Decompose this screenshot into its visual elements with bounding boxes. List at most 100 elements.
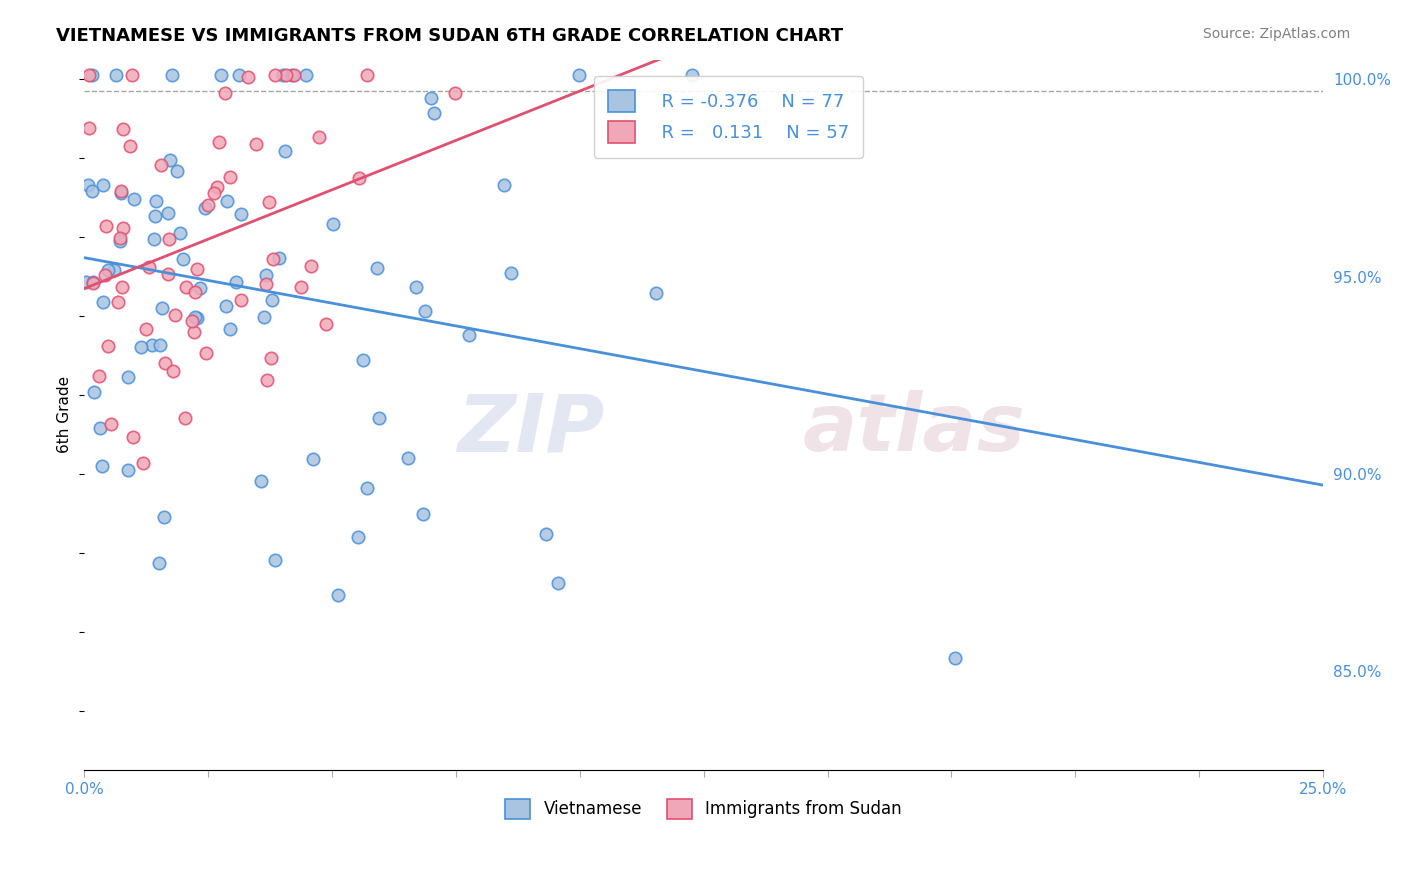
Point xyxy=(412,507,434,521)
Point xyxy=(156,267,179,281)
Point xyxy=(283,69,305,83)
Point xyxy=(186,262,208,277)
Point xyxy=(322,217,344,231)
Point xyxy=(163,308,186,322)
Point xyxy=(943,650,966,665)
Point xyxy=(256,373,278,387)
Point xyxy=(547,576,569,591)
Point xyxy=(143,209,166,223)
Point xyxy=(169,227,191,241)
Point xyxy=(77,120,100,135)
Point xyxy=(366,260,388,275)
Point xyxy=(75,275,97,289)
Point xyxy=(132,457,155,471)
Point xyxy=(443,86,465,100)
Point xyxy=(82,276,104,290)
Point xyxy=(124,192,146,206)
Point xyxy=(89,421,111,435)
Point xyxy=(181,314,204,328)
Point xyxy=(183,325,205,339)
Point xyxy=(80,184,103,198)
Point xyxy=(94,219,117,233)
Point xyxy=(269,251,291,265)
Point xyxy=(111,122,134,136)
Point xyxy=(290,280,312,294)
Point xyxy=(160,69,183,83)
Point xyxy=(218,170,240,185)
Point xyxy=(326,588,349,602)
Point xyxy=(315,317,337,331)
Point xyxy=(142,232,165,246)
Point xyxy=(347,530,370,544)
Point xyxy=(229,293,252,307)
Point xyxy=(254,277,277,291)
Point xyxy=(155,356,177,370)
Point xyxy=(157,206,180,220)
Point xyxy=(645,285,668,300)
Point xyxy=(205,180,228,194)
Point xyxy=(83,385,105,400)
Point xyxy=(260,293,283,307)
Point xyxy=(308,130,330,145)
Point xyxy=(494,178,516,192)
Point xyxy=(254,268,277,283)
Point xyxy=(145,194,167,208)
Point xyxy=(228,69,250,83)
Point xyxy=(135,322,157,336)
Point xyxy=(105,69,128,83)
Point xyxy=(245,137,267,152)
Point xyxy=(110,230,132,244)
Point xyxy=(91,458,114,473)
Point xyxy=(356,481,378,495)
Point xyxy=(174,410,197,425)
Point xyxy=(202,186,225,201)
Y-axis label: 6th Grade: 6th Grade xyxy=(58,376,72,453)
Point xyxy=(209,69,232,83)
Point xyxy=(458,328,481,343)
Legend: Vietnamese, Immigrants from Sudan: Vietnamese, Immigrants from Sudan xyxy=(499,792,908,826)
Point xyxy=(260,351,283,365)
Point xyxy=(274,69,297,83)
Point xyxy=(263,552,285,566)
Point xyxy=(215,299,238,313)
Point xyxy=(264,69,287,83)
Point xyxy=(112,220,135,235)
Text: ZIP: ZIP xyxy=(457,390,605,468)
Point xyxy=(250,474,273,488)
Point xyxy=(80,69,103,83)
Point xyxy=(423,106,446,120)
Point xyxy=(231,207,253,221)
Point xyxy=(349,170,371,185)
Point xyxy=(419,91,441,105)
Point xyxy=(356,69,378,83)
Point xyxy=(295,69,318,83)
Point xyxy=(150,301,173,315)
Point xyxy=(103,262,125,277)
Point xyxy=(352,353,374,368)
Point xyxy=(413,303,436,318)
Point xyxy=(157,232,180,246)
Point xyxy=(299,260,322,274)
Point xyxy=(166,164,188,178)
Point xyxy=(174,279,197,293)
Point xyxy=(225,275,247,289)
Point xyxy=(131,340,153,354)
Point xyxy=(152,510,174,524)
Point xyxy=(499,266,522,280)
Point xyxy=(148,557,170,571)
Point xyxy=(188,281,211,295)
Point xyxy=(568,69,591,83)
Point xyxy=(89,368,111,383)
Point xyxy=(117,369,139,384)
Text: atlas: atlas xyxy=(803,390,1025,468)
Point xyxy=(100,417,122,432)
Point xyxy=(110,184,132,198)
Point xyxy=(208,135,231,149)
Point xyxy=(396,450,419,465)
Point xyxy=(184,310,207,325)
Point xyxy=(110,186,132,201)
Point xyxy=(117,462,139,476)
Point xyxy=(536,527,558,541)
Point xyxy=(681,69,703,83)
Point xyxy=(197,198,219,212)
